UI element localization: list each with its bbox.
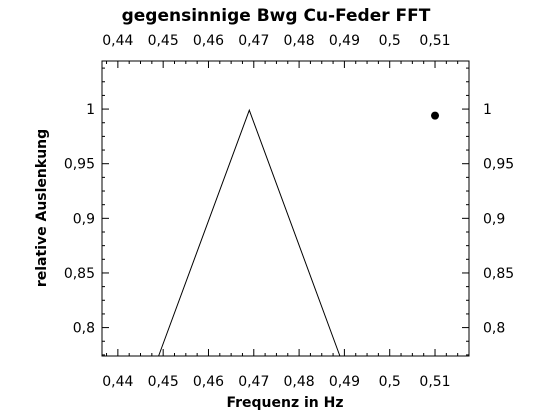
x-tick-label-bottom: 0,48 [284, 374, 315, 390]
x-tick-label-bottom: 0,47 [238, 374, 269, 390]
y-axis-label: relative Auslenkung [34, 129, 50, 287]
x-axis-label: Frequenz in Hz [226, 395, 343, 411]
x-tick-label-top: 0,44 [102, 33, 133, 49]
x-tick-label-bottom: 0,45 [148, 374, 179, 390]
x-tick-label-bottom: 0,49 [329, 374, 360, 390]
x-tick-label-bottom: 0,51 [419, 374, 450, 390]
x-tick-label-top: 0,51 [419, 33, 450, 49]
chart-title: gegensinnige Bwg Cu-Feder FFT [122, 6, 431, 26]
x-tick-label-top: 0,46 [193, 33, 224, 49]
series-layer [158, 108, 440, 357]
axis-ticks [102, 61, 470, 356]
plot-frame [101, 60, 470, 357]
x-tick-label-top: 0,45 [148, 33, 179, 49]
y-tick-label-left: 0,85 [64, 266, 95, 282]
x-tick-label-top: 0,5 [379, 33, 401, 49]
y-tick-label-right: 1 [483, 102, 492, 118]
x-tick-label-top: 0,48 [284, 33, 315, 49]
x-tick-label-top: 0,49 [329, 33, 360, 49]
x-tick-label-bottom: 0,44 [102, 374, 133, 390]
y-tick-label-right: 0,95 [483, 157, 514, 173]
y-tick-label-left: 0,8 [73, 321, 95, 337]
series-line-0 [158, 108, 341, 357]
x-tick-label-bottom: 0,46 [193, 374, 224, 390]
data-point-1-0 [431, 111, 440, 120]
y-tick-label-right: 0,9 [483, 211, 505, 227]
tick-labels: 0,44 0,44 0,45 0,45 0,46 0,46 0,47 0,47 0,48 0,48… [64, 33, 514, 390]
y-tick-label-left: 1 [86, 102, 95, 118]
x-tick-label-bottom: 0,5 [379, 374, 401, 390]
y-tick-label-left: 0,95 [64, 157, 95, 173]
y-tick-label-right: 0,85 [483, 266, 514, 282]
x-tick-label-top: 0,47 [238, 33, 269, 49]
y-tick-label-left: 0,9 [73, 211, 95, 227]
y-tick-label-right: 0,8 [483, 321, 505, 337]
